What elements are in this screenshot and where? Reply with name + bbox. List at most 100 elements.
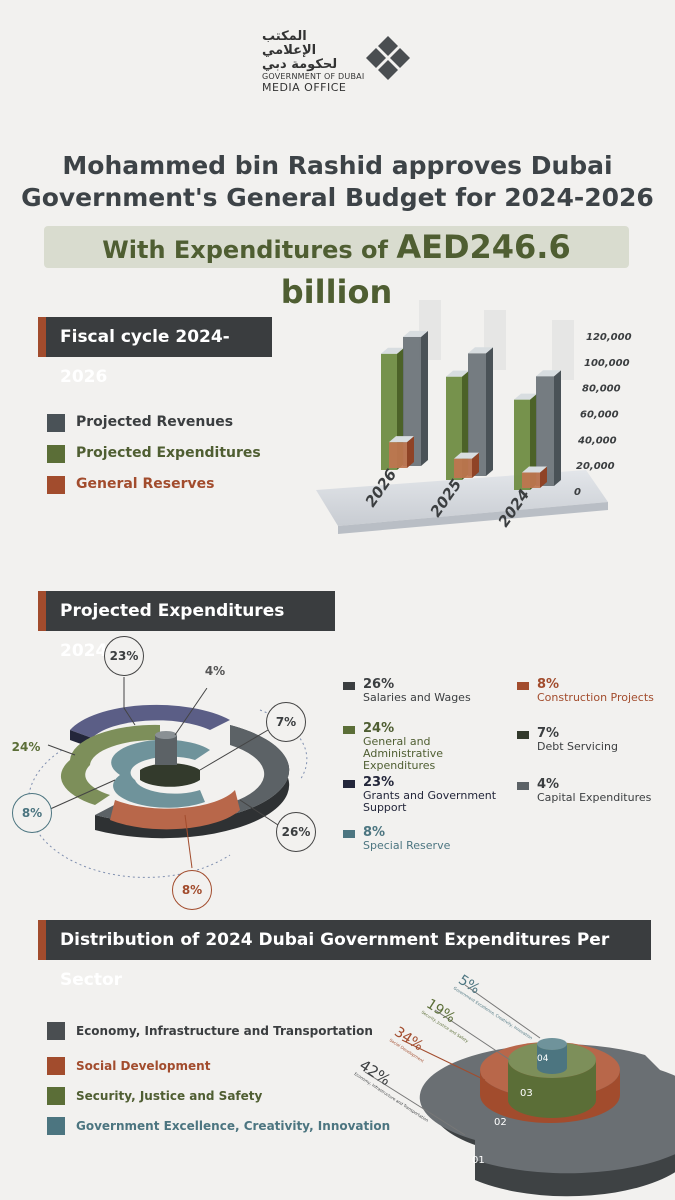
legend-revenues: Projected Revenues xyxy=(76,414,234,430)
logo-emblem-icon xyxy=(366,36,410,80)
legend-debt-label: Debt Servicing xyxy=(537,740,618,753)
subtitle-highlight xyxy=(44,226,629,268)
bubble-8-construction: 8% xyxy=(172,870,212,910)
legend-grants: 23% Grants and Government Support xyxy=(363,775,503,814)
headline-line1: Mohammed bin Rashid approves Dubai xyxy=(62,151,613,180)
bar-ghost-panel xyxy=(552,320,574,380)
ring-capital xyxy=(155,735,177,765)
bar-reserves-top xyxy=(454,452,479,459)
bar-revenues-side xyxy=(486,347,493,476)
leader-26 xyxy=(239,799,279,826)
bar-expenditures-top xyxy=(514,393,537,400)
legend-security: Security, Justice and Safety xyxy=(76,1089,263,1103)
ring-salaries-side xyxy=(95,725,290,839)
legend-swatch-reserves xyxy=(47,476,65,494)
legend-special-label: Special Reserve xyxy=(363,839,451,852)
legend-sq-special xyxy=(343,830,355,838)
bubble-8-special: 8% xyxy=(12,793,52,833)
legend-special-pct: 8% xyxy=(363,825,386,840)
bar-revenues xyxy=(536,376,554,486)
bar-reserves xyxy=(389,442,407,468)
legend-economy: Economy, Infrastructure and Transportati… xyxy=(76,1024,373,1038)
bar-reserves xyxy=(522,472,540,488)
section-projected-header: Projected Expenditures 2024 xyxy=(38,591,335,661)
media-office-logo: المكتب الإعلامي لحكومة دبي GOVERNMENT OF… xyxy=(262,29,412,95)
subtitle-amount: AED246.6 billion xyxy=(280,228,571,311)
leader-24 xyxy=(47,744,76,756)
legend-expenditures: Projected Expenditures xyxy=(76,445,261,461)
legend-swatch-economy xyxy=(47,1022,65,1040)
legend-social: Social Development xyxy=(76,1059,211,1073)
fiscal-bar-chart: 120,000100,00080,00060,00040,00020,0000 … xyxy=(316,300,632,534)
subtitle: With Expenditures of AED246.6 billion xyxy=(44,226,629,316)
logo-arabic-text: المكتب الإعلامي لحكومة دبي xyxy=(262,29,338,72)
bar-revenues xyxy=(468,353,486,476)
ring-construction xyxy=(110,790,240,830)
legend-grants-label: Grants and Government Support xyxy=(363,789,497,814)
y-tick-label: 60,000 xyxy=(580,410,619,421)
legend-salaries: 26% Salaries and Wages xyxy=(363,677,513,704)
bar-expenditures-top xyxy=(381,347,404,354)
legend-construction-label: Construction Projects xyxy=(537,691,654,704)
bar-reserves-side xyxy=(472,452,479,478)
sector-ring-chart xyxy=(364,984,675,1197)
sector-security xyxy=(508,1060,596,1118)
legend-special: 8% Special Reserve xyxy=(363,825,503,852)
leader-sector-34 xyxy=(401,1039,486,1081)
bar-reserves xyxy=(454,458,472,478)
y-tick-label: 120,000 xyxy=(586,332,632,343)
legend-reserves: General Reserves xyxy=(76,476,215,492)
y-tick-label: 20,000 xyxy=(576,461,615,472)
sector-num-03: 03 xyxy=(520,1088,533,1099)
bar-expenditures-top xyxy=(446,370,469,377)
leader-8-construction xyxy=(184,814,193,869)
legend-sq-construction xyxy=(517,682,529,690)
legend-swatch-excellence xyxy=(47,1117,65,1135)
bubble-23: 23% xyxy=(104,636,144,676)
sector-num-04: 04 xyxy=(537,1054,549,1064)
bar-reserves-side xyxy=(540,466,547,488)
y-tick-label: 40,000 xyxy=(577,435,617,446)
subtitle-prefix: With Expenditures of xyxy=(102,236,397,264)
legend-general: 24% General and Administrative Expenditur… xyxy=(363,721,513,772)
sector-num-02: 02 xyxy=(494,1117,507,1128)
section-fiscal-header: Fiscal cycle 2024-2026 xyxy=(38,317,272,387)
headline-line2: Government's General Budget for 2024-202… xyxy=(21,183,654,212)
bar-reserves-top xyxy=(389,436,414,443)
bubble-4: 4% xyxy=(196,652,234,690)
bar-revenues xyxy=(403,336,421,466)
legend-grants-pct: 23% xyxy=(363,775,395,790)
leader-sector-19 xyxy=(434,1009,511,1061)
sector-num-01: 01 xyxy=(472,1155,485,1166)
legend-general-label: General and Administrative Expenditures xyxy=(363,735,444,772)
leader-sector-42 xyxy=(364,1071,466,1136)
sector-excellence-top xyxy=(537,1038,567,1050)
legend-swatch-expenditures xyxy=(47,445,65,463)
legend-swatch-security xyxy=(47,1087,65,1105)
bar-expenditures-side xyxy=(530,393,537,490)
bar-expenditures xyxy=(446,376,462,480)
leader-8-special xyxy=(47,779,116,811)
leader-7 xyxy=(199,729,269,771)
bar-revenues-side xyxy=(421,330,428,466)
projected-ring-chart xyxy=(27,677,308,878)
bubble-24: 24% xyxy=(7,728,45,766)
bar-revenues-top xyxy=(403,330,428,337)
legend-swatch-social xyxy=(47,1057,65,1075)
leader-sector-5 xyxy=(464,984,541,1039)
bar-revenues-side xyxy=(554,370,561,486)
legend-sq-grants xyxy=(343,780,355,788)
legend-salaries-label: Salaries and Wages xyxy=(363,691,471,704)
legend-excellence: Government Excellence, Creativity, Innov… xyxy=(76,1119,391,1133)
section-distribution-header: Distribution of 2024 Dubai Government Ex… xyxy=(38,920,651,990)
leader-4 xyxy=(174,687,208,736)
chart-floor-edge xyxy=(338,502,608,534)
logo-line1: GOVERNMENT OF DUBAI xyxy=(262,72,365,81)
bar-expenditures xyxy=(514,399,530,490)
legend-construction-pct: 8% xyxy=(537,677,560,692)
legend-general-pct: 24% xyxy=(363,721,395,736)
bar-revenues-top xyxy=(468,347,493,354)
legend-salaries-pct: 26% xyxy=(363,677,395,692)
ring-general xyxy=(60,724,160,805)
legend-capital: 4% Capital Expenditures xyxy=(537,777,672,804)
